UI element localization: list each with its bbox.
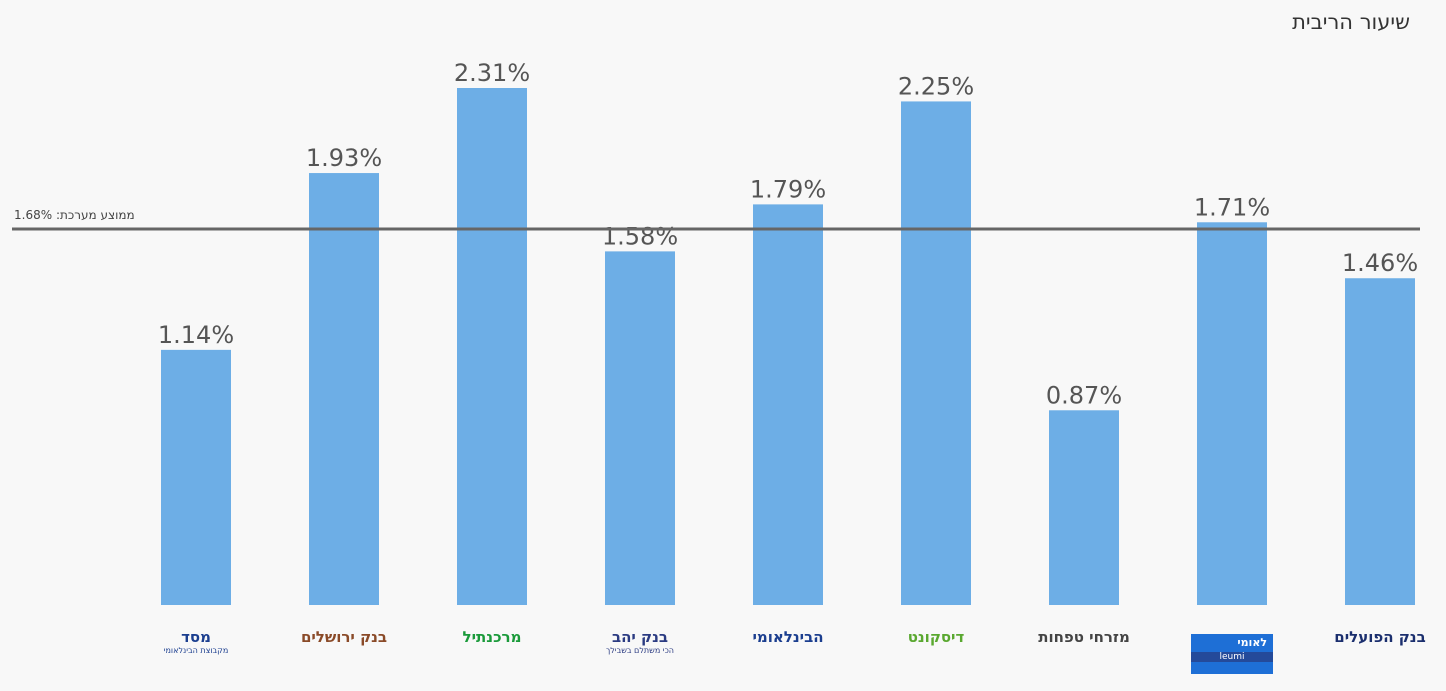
bank-logo: מרכנתיל (427, 628, 557, 668)
data-label: 1.46% (1342, 249, 1418, 277)
bank-logo: מזרחי טפחות (1019, 628, 1149, 668)
bar (309, 173, 379, 606)
bank-logo: דיסקונט (871, 628, 1001, 668)
bank-logo-name: מזרחי טפחות (1038, 628, 1130, 646)
bank-logo: לאומי leumi (1191, 634, 1273, 674)
bank-logo: בנק ירושלים (279, 628, 409, 668)
bank-logo: בנק יהב הכי משתלם בשבילך (575, 628, 705, 668)
bar (1049, 410, 1119, 605)
data-label: 1.93% (306, 144, 382, 172)
bar (457, 88, 527, 605)
bank-logo-name: מסד (181, 628, 211, 646)
data-label: 1.58% (602, 222, 678, 250)
chart-title: שיעור הריבית (1292, 10, 1410, 34)
data-label: 2.31% (454, 59, 530, 87)
bank-logo-name: לאומי (1237, 636, 1267, 649)
bank-logo-tagline: leumi (1191, 652, 1273, 662)
bar (901, 101, 971, 605)
bar (161, 349, 231, 605)
bar (1345, 278, 1415, 605)
bank-logo-tagline: מקבוצת הבינלאומי (163, 646, 229, 655)
bank-logo-name: בנק יהב (611, 628, 669, 646)
data-label: 2.25% (898, 72, 974, 100)
bank-logo-tagline: הכי משתלם בשבילך (605, 646, 675, 655)
bank-logo: בנק הפועלים (1315, 628, 1445, 668)
bar (605, 251, 675, 605)
bar (1197, 222, 1267, 606)
data-label: 1.14% (158, 321, 234, 349)
average-line-label: ממוצע מערכת: 1.68% (14, 208, 135, 222)
bank-logo-name: בנק הפועלים (1334, 628, 1426, 646)
bank-logo-name: מרכנתיל (462, 628, 522, 646)
bar (753, 204, 823, 605)
data-label: 1.71% (1194, 193, 1270, 221)
bank-logo-name: דיסקונט (907, 628, 965, 646)
data-label: 0.87% (1046, 381, 1122, 409)
bank-logo: הבינלאומי (723, 628, 853, 668)
bank-logo-name: בנק ירושלים (300, 628, 388, 646)
data-label: 1.79% (750, 175, 826, 203)
bank-logo-name: הבינלאומי (752, 628, 824, 646)
bank-logo: מסד מקבוצת הבינלאומי (131, 628, 261, 668)
